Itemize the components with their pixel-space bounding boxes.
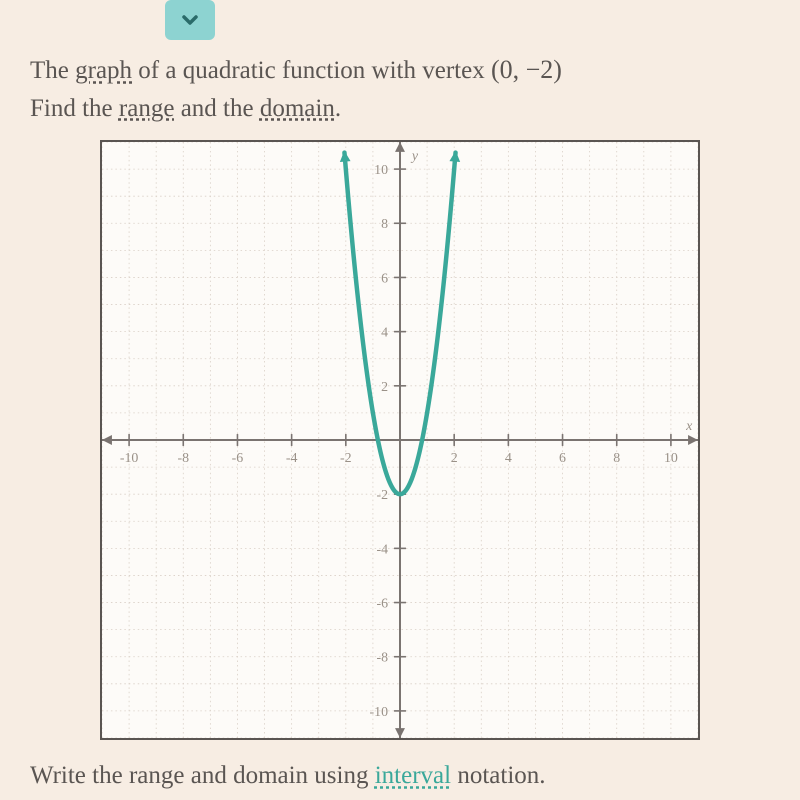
text-fragment: .: [335, 95, 341, 122]
svg-text:2: 2: [451, 451, 458, 466]
svg-text:6: 6: [559, 451, 566, 466]
link-domain[interactable]: domain: [260, 95, 335, 122]
bottom-instruction: Write the range and domain using interva…: [30, 762, 546, 790]
svg-text:4: 4: [505, 451, 512, 466]
link-range[interactable]: range: [119, 95, 175, 122]
svg-text:-10: -10: [370, 705, 389, 720]
text-fragment: Write the range and domain using: [30, 762, 375, 789]
svg-text:10: 10: [374, 163, 388, 178]
svg-text:-8: -8: [377, 651, 389, 666]
svg-text:-2: -2: [340, 451, 352, 466]
svg-text:-6: -6: [377, 597, 389, 612]
text-fragment: notation.: [451, 762, 545, 789]
graph-container: -10 -10 -8 -8 -6 -6 -4 -4 -2 -2 2 2 4 4 6 6 8 8 10 10 x y: [100, 140, 700, 740]
dropdown-button[interactable]: [165, 0, 215, 40]
link-interval[interactable]: interval: [375, 762, 451, 789]
svg-text:6: 6: [381, 271, 388, 286]
svg-text:x: x: [685, 419, 693, 434]
svg-text:-8: -8: [177, 451, 189, 466]
svg-text:4: 4: [381, 326, 388, 341]
svg-text:10: 10: [664, 451, 678, 466]
svg-text:8: 8: [381, 217, 388, 232]
text-fragment: Find the: [30, 95, 119, 122]
vertex-value: (0, −2): [491, 55, 562, 84]
quadratic-graph: -10 -10 -8 -8 -6 -6 -4 -4 -2 -2 2 2 4 4 6 6 8 8 10 10 x y: [102, 142, 698, 738]
text-fragment: The: [30, 57, 75, 84]
text-fragment: and the: [174, 95, 259, 122]
svg-text:8: 8: [613, 451, 620, 466]
svg-text:-6: -6: [232, 451, 244, 466]
link-graph[interactable]: graph: [75, 57, 132, 84]
svg-text:-2: -2: [377, 488, 389, 503]
svg-text:y: y: [410, 149, 419, 164]
text-fragment: of a quadratic function with vertex: [132, 57, 491, 84]
svg-text:-4: -4: [377, 542, 389, 557]
chevron-down-icon: [178, 8, 202, 32]
svg-text:-4: -4: [286, 451, 298, 466]
svg-text:2: 2: [381, 380, 388, 395]
question-text: The graph of a quadratic function with v…: [30, 50, 800, 127]
svg-text:-10: -10: [120, 451, 139, 466]
